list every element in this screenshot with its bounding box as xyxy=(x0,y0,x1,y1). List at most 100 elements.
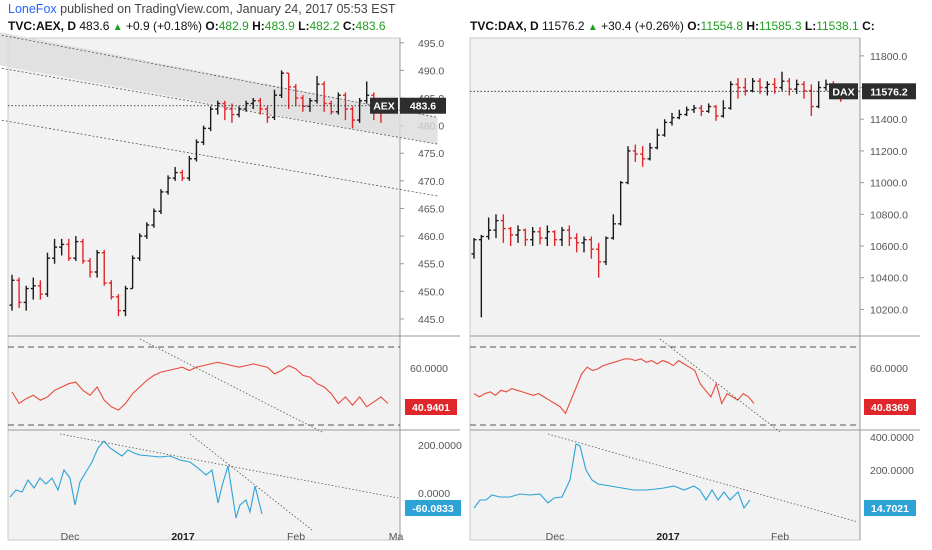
right-ohlc-bar xyxy=(618,181,624,226)
left-ohlc-bar xyxy=(222,100,228,121)
left-ohlc-bar xyxy=(286,72,292,110)
right-last-price-name-bg xyxy=(829,83,858,100)
left-symbol[interactable]: TVC:AEX, D xyxy=(8,19,77,33)
up-arrow-icon: ▲ xyxy=(587,22,598,33)
left-change: +0.9 (+0.18%) xyxy=(125,19,203,33)
right-ohlc-bar xyxy=(588,236,594,259)
left-osc-trendline xyxy=(59,433,399,499)
right-ohlc-bar xyxy=(662,119,668,137)
left-ohlc-bar xyxy=(87,258,93,278)
right-ohlc-bar xyxy=(581,236,587,253)
right-ohlc-bar xyxy=(471,238,477,259)
right-last-price-tag-bg xyxy=(862,83,916,100)
right-last-price-name: DAX xyxy=(832,86,854,98)
right-ohlc-bar xyxy=(640,146,646,167)
left-ohlc-bar xyxy=(66,238,72,261)
right-ohlc-bar xyxy=(728,81,734,110)
right-close-label: C: xyxy=(862,19,875,33)
right-date-label: 2017 xyxy=(656,531,680,543)
right-ohlc-bar xyxy=(757,78,763,94)
left-rsi-line xyxy=(11,361,389,411)
left-ohlc-bar xyxy=(144,222,150,239)
right-date-label: Dec xyxy=(546,531,565,543)
right-ohlc-bar xyxy=(720,100,726,118)
right-rsi-value-tag-bg xyxy=(864,399,916,415)
left-osc-value-tag-bg xyxy=(405,500,461,516)
right-ohlc-bar xyxy=(522,228,528,247)
right-rsi-trendline xyxy=(659,338,781,433)
left-ohlc-bar xyxy=(342,92,348,121)
right-ohlc-bar xyxy=(537,226,543,245)
left-osc-tick: 0.0000 xyxy=(418,488,450,500)
right-ohlc-bar xyxy=(654,128,660,150)
left-ohlc-bar xyxy=(37,280,43,300)
right-ohlc-bar xyxy=(676,109,682,120)
left-ohlc-bar xyxy=(350,106,356,129)
right-ohlc-bar xyxy=(779,71,785,91)
left-ohlc-bar xyxy=(115,294,121,317)
right-osc-tick: 200.0000 xyxy=(870,465,914,477)
right-low: 11538.1 xyxy=(816,19,859,33)
right-price-tick: 11400.0 xyxy=(870,114,907,126)
right-ohlc-bar xyxy=(559,226,565,247)
left-ohlc-bar xyxy=(186,156,192,181)
right-ohlc-bar xyxy=(742,78,748,96)
left-ohlc-bar xyxy=(201,125,207,145)
left-ohlc-bar xyxy=(257,98,263,115)
right-ohlc-bar xyxy=(764,81,770,96)
left-osc-line xyxy=(9,440,263,519)
right-price-tick: 10400.0 xyxy=(870,273,908,285)
left-ohlc-bar xyxy=(108,280,114,300)
left-price-tick: 465.0 xyxy=(418,203,444,215)
left-low-label: L: xyxy=(298,19,310,33)
right-price-tick: 10600.0 xyxy=(870,241,908,253)
right-rsi-value-tag: 40.8369 xyxy=(871,402,909,414)
right-price-tick: 11000.0 xyxy=(870,178,907,190)
right-last-price-tag: 11576.2 xyxy=(870,86,908,98)
left-price-tick: 455.0 xyxy=(418,259,444,271)
right-ohlc-bar xyxy=(669,112,675,126)
left-open-label: O: xyxy=(205,19,219,33)
right-high: 11585.3 xyxy=(759,19,802,33)
right-ohlc-bar xyxy=(603,236,609,266)
left-low: 482.2 xyxy=(309,19,340,33)
right-osc-tick: 400.0000 xyxy=(870,432,914,444)
right-ohlc-bar xyxy=(750,78,756,93)
left-ohlc-bar xyxy=(264,106,270,123)
left-ohlc-bar xyxy=(16,277,22,308)
right-ohlc-bar xyxy=(706,103,712,113)
left-ohlc-bar xyxy=(364,81,370,104)
right-symbol[interactable]: TVC:DAX, D xyxy=(470,19,539,33)
right-price-tick: 10800.0 xyxy=(870,209,908,221)
left-ohlc-bar xyxy=(208,106,214,132)
right-low-label: L: xyxy=(804,19,817,33)
left-ohlc-bar xyxy=(94,249,100,278)
right-rsi-tick: 60.0000 xyxy=(870,363,908,375)
left-high-label: H: xyxy=(252,19,265,33)
left-ohlc-bar xyxy=(279,70,285,98)
right-ohlc-header: TVC:DAX, D 11576.2 ▲ +30.4 (+0.26%) O:11… xyxy=(470,19,875,33)
left-ohlc-bar xyxy=(335,92,341,115)
right-osc-value-tag: 14.7021 xyxy=(871,503,909,515)
left-ohlc-bar xyxy=(193,139,199,162)
left-ohlc-bar xyxy=(229,103,235,123)
right-high-label: H: xyxy=(746,19,760,33)
left-ohlc-bar xyxy=(59,238,65,256)
left-ohlc-bar xyxy=(151,208,157,228)
left-channel-band xyxy=(0,32,438,145)
right-ohlc-bar xyxy=(574,233,580,253)
left-date-label: Dec xyxy=(61,531,80,543)
right-ohlc-bar xyxy=(735,78,741,99)
right-ohlc-bar xyxy=(566,225,572,247)
right-ohlc-bar xyxy=(816,81,822,109)
author-link[interactable]: LoneFox xyxy=(8,2,57,16)
left-close-label: C: xyxy=(342,19,356,33)
right-change: +30.4 (+0.26%) xyxy=(601,19,684,33)
right-ohlc-bar xyxy=(698,104,704,117)
right-ohlc-bar xyxy=(515,225,521,243)
left-price-tick: 490.0 xyxy=(418,65,444,77)
right-ohlc-bar xyxy=(801,81,807,99)
left-ohlc-bar xyxy=(271,89,277,121)
left-last-price-tag-bg xyxy=(400,97,446,114)
